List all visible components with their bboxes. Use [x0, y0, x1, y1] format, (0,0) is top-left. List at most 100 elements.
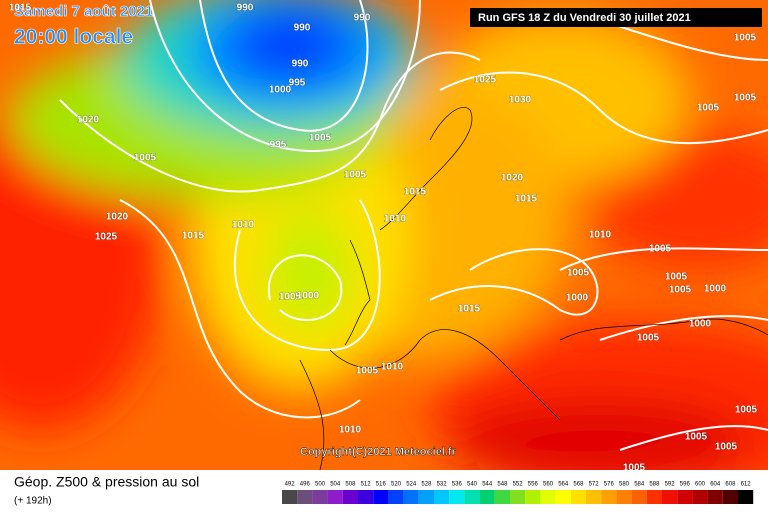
isobar-label: 990	[292, 59, 309, 70]
scale-swatch	[358, 490, 374, 504]
isobar-label: 1015	[404, 187, 427, 198]
isobar-label: 1030	[509, 95, 532, 106]
isobar-label: 1015	[182, 231, 205, 242]
scale-swatch	[631, 490, 647, 504]
scale-swatch	[540, 490, 556, 504]
isobar-label: 1005	[685, 432, 708, 443]
isobar-label: 1015	[458, 304, 481, 315]
isobar-label: 1010	[232, 220, 255, 231]
scale-label: 572	[589, 482, 600, 488]
footer-title: Géop. Z500 & pression au sol	[14, 474, 199, 490]
scale-swatch	[662, 490, 678, 504]
isobar-label: 1005	[649, 244, 672, 255]
isobar-label: 1005	[665, 272, 688, 283]
isobar-label: 995	[270, 140, 287, 151]
scale-swatch	[388, 490, 404, 504]
isobar-label: 1005	[734, 93, 757, 104]
scale-label: 496	[300, 482, 311, 488]
scale-swatch	[494, 490, 510, 504]
isobar-label: 1005	[669, 285, 692, 296]
scale-swatch	[646, 490, 662, 504]
forecast-date: Samedi 7 août 2021	[14, 3, 153, 20]
scale-label: 536	[452, 482, 463, 488]
isobar-label: 1000	[269, 85, 292, 96]
scale-label: 532	[437, 482, 448, 488]
color-scale: 492 496 500 504 508 512 516 520 524 528 532 536 540 5…	[282, 482, 754, 504]
scale-swatch	[418, 490, 434, 504]
scale-label: 540	[467, 482, 478, 488]
isobar-label: 1005	[344, 170, 367, 181]
footer-subtitle: (+ 192h)	[14, 496, 52, 507]
isobar-label: 1020	[501, 173, 524, 184]
isobar-label: 1015	[9, 3, 32, 14]
copyright: Copyright(C)2021 Meteociel.fr	[300, 446, 457, 458]
scale-label: 584	[634, 482, 645, 488]
scale-swatch	[707, 490, 723, 504]
scale-swatch	[434, 490, 450, 504]
run-box	[470, 8, 762, 27]
isobar-label: 1000	[689, 319, 712, 330]
isobar-label: 995	[289, 78, 306, 89]
isobar-labels: 1015 990990990990995100010059951020100510…	[8, 2, 758, 474]
scale-label: 556	[528, 482, 539, 488]
coastlines	[299, 107, 768, 471]
scale-label: 576	[604, 482, 615, 488]
scale-label: 588	[649, 482, 660, 488]
isobar-label: 1005	[637, 333, 660, 344]
scale-swatch	[327, 490, 343, 504]
isobar-label: 1005	[279, 292, 302, 303]
scale-label: 548	[497, 482, 508, 488]
scale-swatch	[586, 490, 602, 504]
isobar-label: 1010	[339, 425, 362, 436]
scale-swatch	[692, 490, 708, 504]
scale-label: 612	[741, 482, 752, 488]
scale-swatch	[342, 490, 358, 504]
isobar-label: 1020	[106, 212, 129, 223]
scale-label: 552	[513, 482, 524, 488]
scale-swatch	[282, 490, 298, 504]
scale-swatch	[297, 490, 313, 504]
run-info: Run GFS 18 Z du Vendredi 30 juillet 2021	[478, 12, 691, 24]
scale-label: 544	[482, 482, 493, 488]
scale-swatch	[373, 490, 389, 504]
scale-swatch	[403, 490, 419, 504]
scale-label: 504	[330, 482, 341, 488]
isobars	[59, 0, 768, 451]
scale-label: 604	[710, 482, 721, 488]
scale-label: 592	[665, 482, 676, 488]
isobar-label: 1000	[297, 291, 320, 302]
geopotential-field	[0, 0, 768, 500]
isobar-label: 1000	[704, 284, 727, 295]
scale-swatch	[616, 490, 632, 504]
isobar-label: 990	[294, 23, 311, 34]
scale-label: 596	[680, 482, 691, 488]
isobar-label: 1015	[515, 194, 538, 205]
isobar-label: 1010	[381, 362, 404, 373]
scale-label: 508	[345, 482, 356, 488]
scale-label: 520	[391, 482, 402, 488]
isobar-label: 1005	[734, 33, 757, 44]
scale-swatch	[738, 490, 754, 504]
scale-swatch	[601, 490, 617, 504]
scale-label: 492	[285, 482, 296, 488]
scale-label: 524	[406, 482, 417, 488]
scale-swatch	[677, 490, 693, 504]
isobar-label: 1020	[77, 115, 100, 126]
isobar-label: 1025	[95, 232, 118, 243]
scale-swatch	[479, 490, 495, 504]
scale-swatch	[722, 490, 738, 504]
isobar-label: 1005	[735, 405, 758, 416]
isobar-label: 1005	[697, 103, 720, 114]
scale-swatch	[449, 490, 465, 504]
scale-swatch	[312, 490, 328, 504]
isobar-label: 1005	[309, 133, 332, 144]
isobar-label: 1010	[384, 214, 407, 225]
isobar-label: 1005	[715, 442, 738, 453]
scale-label: 560	[543, 482, 554, 488]
scale-label: 500	[315, 482, 326, 488]
scale-swatch	[555, 490, 571, 504]
isobar-label: 1005	[567, 268, 590, 279]
scale-label: 608	[725, 482, 736, 488]
scale-label: 516	[376, 482, 387, 488]
isobar-label: 990	[237, 3, 254, 14]
